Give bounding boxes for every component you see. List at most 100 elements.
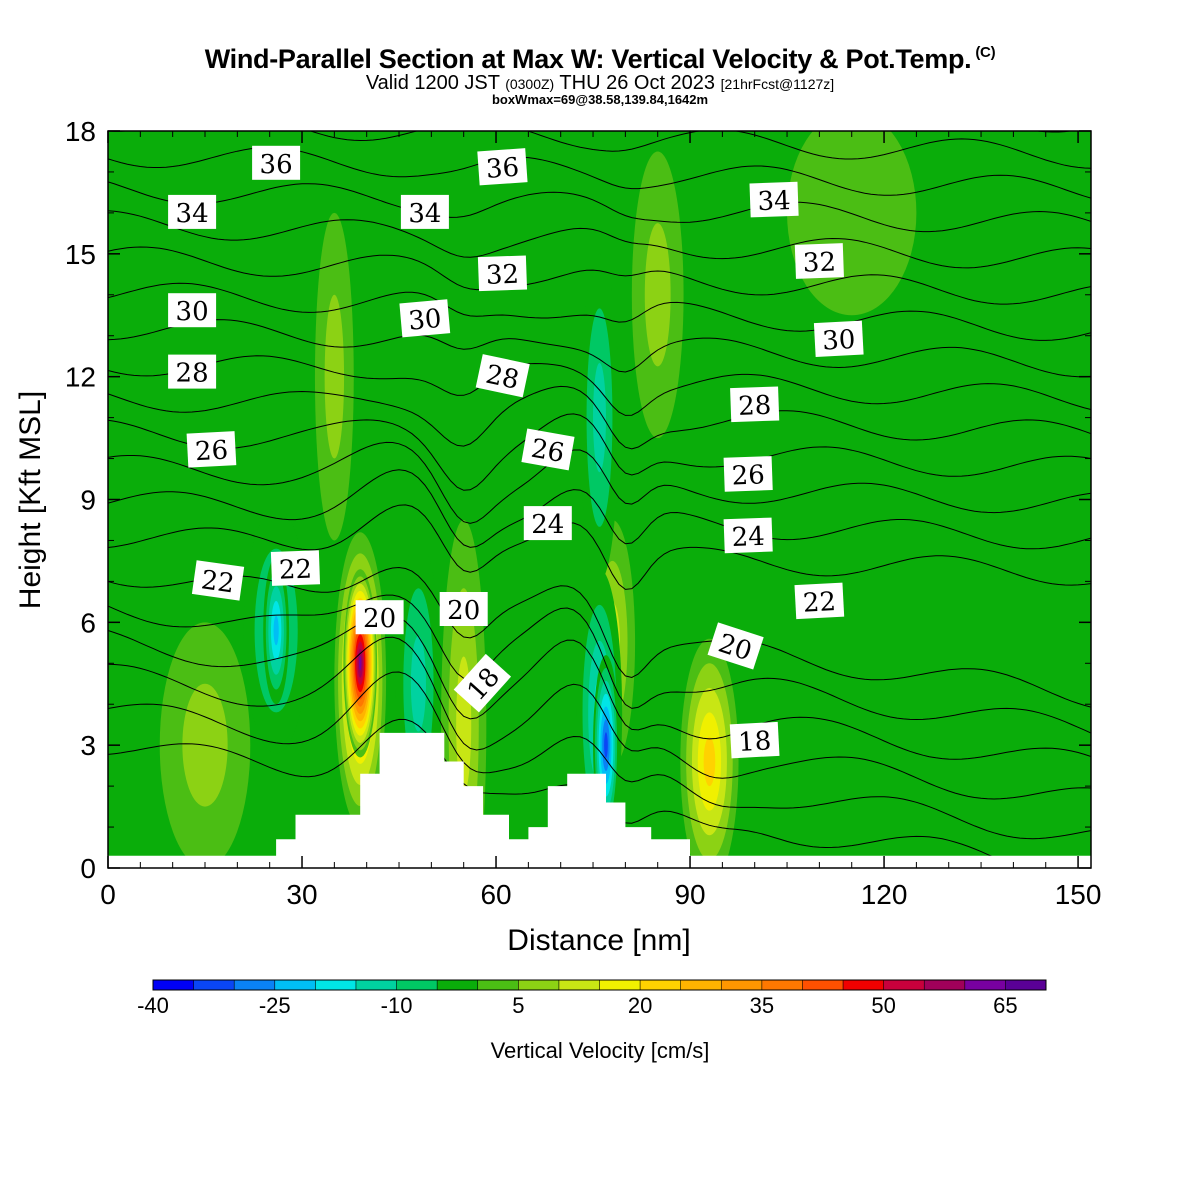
contour-label-bg (168, 194, 217, 229)
contour-label: 24 (523, 506, 572, 541)
velocity-band (593, 363, 606, 473)
contour-label-text: 34 (757, 186, 791, 217)
colorbar-title: Vertical Velocity [cm/s] (491, 1038, 710, 1063)
colorbar-swatch (477, 980, 519, 990)
contour-label-bg (707, 622, 764, 670)
contour-label-bg (453, 653, 512, 713)
contour-label-bg (749, 181, 799, 218)
colorbar-swatch (883, 980, 925, 990)
velocity-band (410, 635, 426, 732)
contour-label-text: 26 (194, 436, 229, 468)
contour-label-bg (523, 506, 572, 541)
contour-label-text: 24 (531, 510, 564, 540)
contour-label-text: 28 (176, 359, 209, 389)
contour-label: 32 (794, 243, 844, 279)
contour-label-text: 24 (731, 522, 765, 553)
contour-label-bg (400, 194, 449, 229)
contour-label: 18 (729, 721, 780, 759)
terrain-profile (108, 732, 1091, 868)
x-axis-title: Distance [nm] (507, 924, 690, 957)
valid-prefix: Valid 1200 JST (365, 72, 500, 94)
theta-contour-line (108, 246, 1091, 305)
contour-label-text: 28 (483, 360, 522, 396)
contour-label: 36 (477, 148, 528, 186)
contour-label-text: 30 (176, 297, 209, 327)
contour-label: 28 (168, 354, 217, 389)
contour-label-bg (729, 721, 780, 759)
chart-title-text: Wind-Parallel Section at Max W: Vertical… (204, 44, 972, 74)
colorbar-swatch (964, 980, 1006, 990)
velocity-feature (343, 569, 378, 758)
velocity-feature (787, 131, 917, 316)
y-tick-label: 18 (65, 116, 96, 147)
colorbar-tick-label: 5 (512, 993, 524, 1018)
velocity-feature (631, 151, 684, 439)
contour-label-text: 28 (738, 391, 772, 422)
theta-contour-line (108, 504, 1091, 590)
contour-label-bg (186, 431, 237, 468)
contour-labels: 36 36 34 34 34 32 32 30 30 30 28 28 28 26 26 26 24 24 22 22… (168, 145, 864, 759)
theta-contours (108, 131, 1091, 868)
contour-label: 20 (355, 600, 404, 635)
contour-label-bg (270, 550, 321, 586)
contour-label-text: 26 (529, 434, 567, 469)
x-tick-label: 0 (100, 879, 116, 910)
y-tick-label: 9 (80, 485, 96, 516)
contour-label: 34 (749, 181, 799, 218)
contour-label-bg (477, 255, 528, 292)
theta-contour-line (108, 319, 1091, 378)
x-tick-label: 60 (480, 879, 511, 910)
contour-label-bg (477, 148, 528, 186)
contour-label: 30 (813, 320, 864, 358)
colorbar-swatch (599, 980, 641, 990)
colorbar-swatch (802, 980, 844, 990)
contour-label: 22 (191, 560, 245, 601)
contour-label: 28 (475, 354, 530, 398)
theta-contour-line (108, 282, 1091, 341)
x-tick-label: 150 (1055, 879, 1102, 910)
contour-label: 36 (252, 145, 301, 180)
x-tick-label: 90 (674, 879, 705, 910)
colorbar-swatch (1005, 980, 1047, 990)
theta-contour-line (108, 210, 1091, 269)
colorbar-swatch (924, 980, 966, 990)
contour-label: 24 (723, 517, 773, 554)
velocity-feature (580, 253, 619, 582)
colorbar-swatch (193, 980, 235, 990)
theta-contour-line (108, 413, 1091, 491)
colorbar-swatch (721, 980, 763, 990)
contour-label-bg (813, 320, 864, 358)
colorbar-tick-label: -10 (381, 993, 413, 1018)
contour-label-bg (168, 293, 217, 328)
colorbar-swatch (558, 980, 600, 990)
colorbar-tick-label: 50 (871, 993, 895, 1018)
contour-label-text: 20 (447, 596, 480, 626)
contour-label-bg (252, 145, 301, 180)
contour-label: 22 (794, 582, 845, 620)
theta-contour-line (108, 636, 1091, 800)
chart-title: Wind-Parallel Section at Max W: Vertical… (0, 44, 1200, 75)
velocity-feature (680, 638, 739, 868)
y-tick-label: 0 (80, 853, 96, 884)
theta-contour-line (108, 566, 1091, 708)
contour-label-bg (521, 428, 575, 471)
colorbar-swatch (518, 980, 560, 990)
contour-label-text: 26 (731, 460, 765, 491)
velocity-band (324, 294, 345, 459)
copyright-mark: (C) (975, 44, 996, 61)
y-tick-label: 15 (65, 239, 96, 270)
colorbar-swatch (234, 980, 276, 990)
contour-label: 26 (521, 428, 575, 471)
contour-label-text: 30 (822, 325, 857, 357)
colorbar-tick-label: 65 (993, 993, 1017, 1018)
contour-label: 34 (400, 194, 449, 229)
axis-titles: Distance [nm] Height [Kft MSL] (14, 391, 691, 957)
velocity-feature (314, 212, 354, 541)
colorbar-swatch (437, 980, 479, 990)
theta-contour-line (108, 385, 1091, 450)
colorbar-swatch (843, 980, 885, 990)
colorbar-tick-label: -40 (137, 993, 169, 1018)
